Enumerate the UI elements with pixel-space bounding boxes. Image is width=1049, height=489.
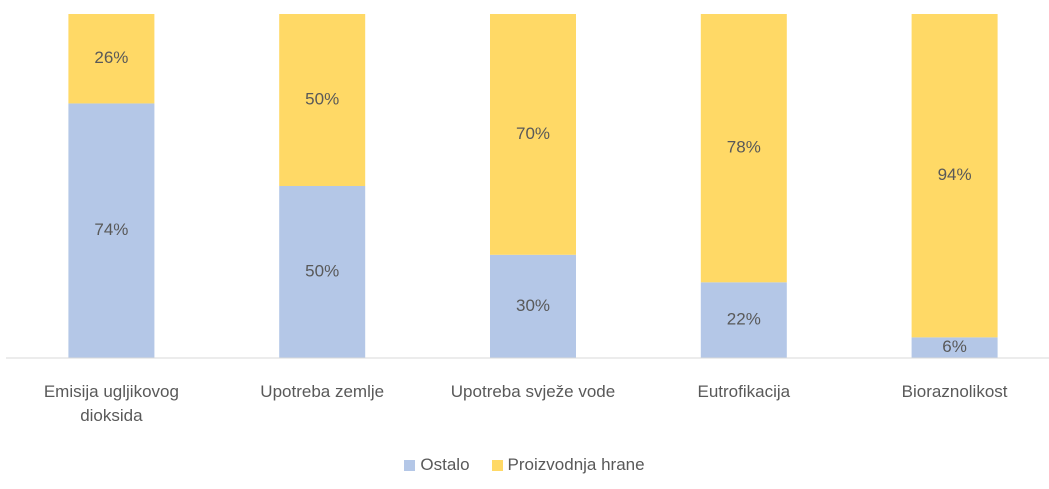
- bar-segment: [490, 14, 576, 255]
- legend-swatch: [491, 459, 503, 471]
- bar-segment: [279, 14, 366, 186]
- bar-segment: [279, 186, 366, 358]
- bar-segment: [68, 14, 155, 104]
- x-tick-label: Eutrofikacija: [697, 382, 791, 401]
- bar-segment: [490, 254, 576, 358]
- x-tick-label: Bioraznolikost: [901, 382, 1008, 401]
- data-label: 78%: [727, 138, 761, 157]
- bar-segment: [68, 103, 155, 358]
- legend: Ostalo Proizvodnja hrane: [0, 455, 1049, 475]
- legend-label: Ostalo: [420, 455, 470, 474]
- data-label: 26%: [94, 48, 128, 67]
- data-label: 6%: [942, 337, 967, 356]
- data-label: 50%: [305, 261, 339, 280]
- data-label: 74%: [94, 220, 128, 239]
- bar-segment: [911, 14, 998, 338]
- legend-item: Ostalo: [404, 455, 470, 475]
- bar-segment: [911, 337, 998, 358]
- data-label: 30%: [516, 296, 550, 315]
- legend-item: Proizvodnja hrane: [491, 455, 645, 475]
- legend-swatch: [404, 459, 416, 471]
- legend-label: Proizvodnja hrane: [507, 455, 645, 474]
- data-label: 50%: [305, 89, 339, 108]
- x-tick-label: Emisija ugljikovog dioksida: [43, 382, 179, 425]
- x-tick-label: Upotreba zemlje: [260, 382, 385, 401]
- x-tick-label: Upotreba svježe vode: [450, 382, 616, 401]
- data-label: 70%: [516, 124, 550, 143]
- data-label: 94%: [938, 165, 972, 184]
- bar-segment: [700, 14, 787, 283]
- bar-segment: [700, 282, 787, 358]
- data-label: 22%: [727, 310, 761, 329]
